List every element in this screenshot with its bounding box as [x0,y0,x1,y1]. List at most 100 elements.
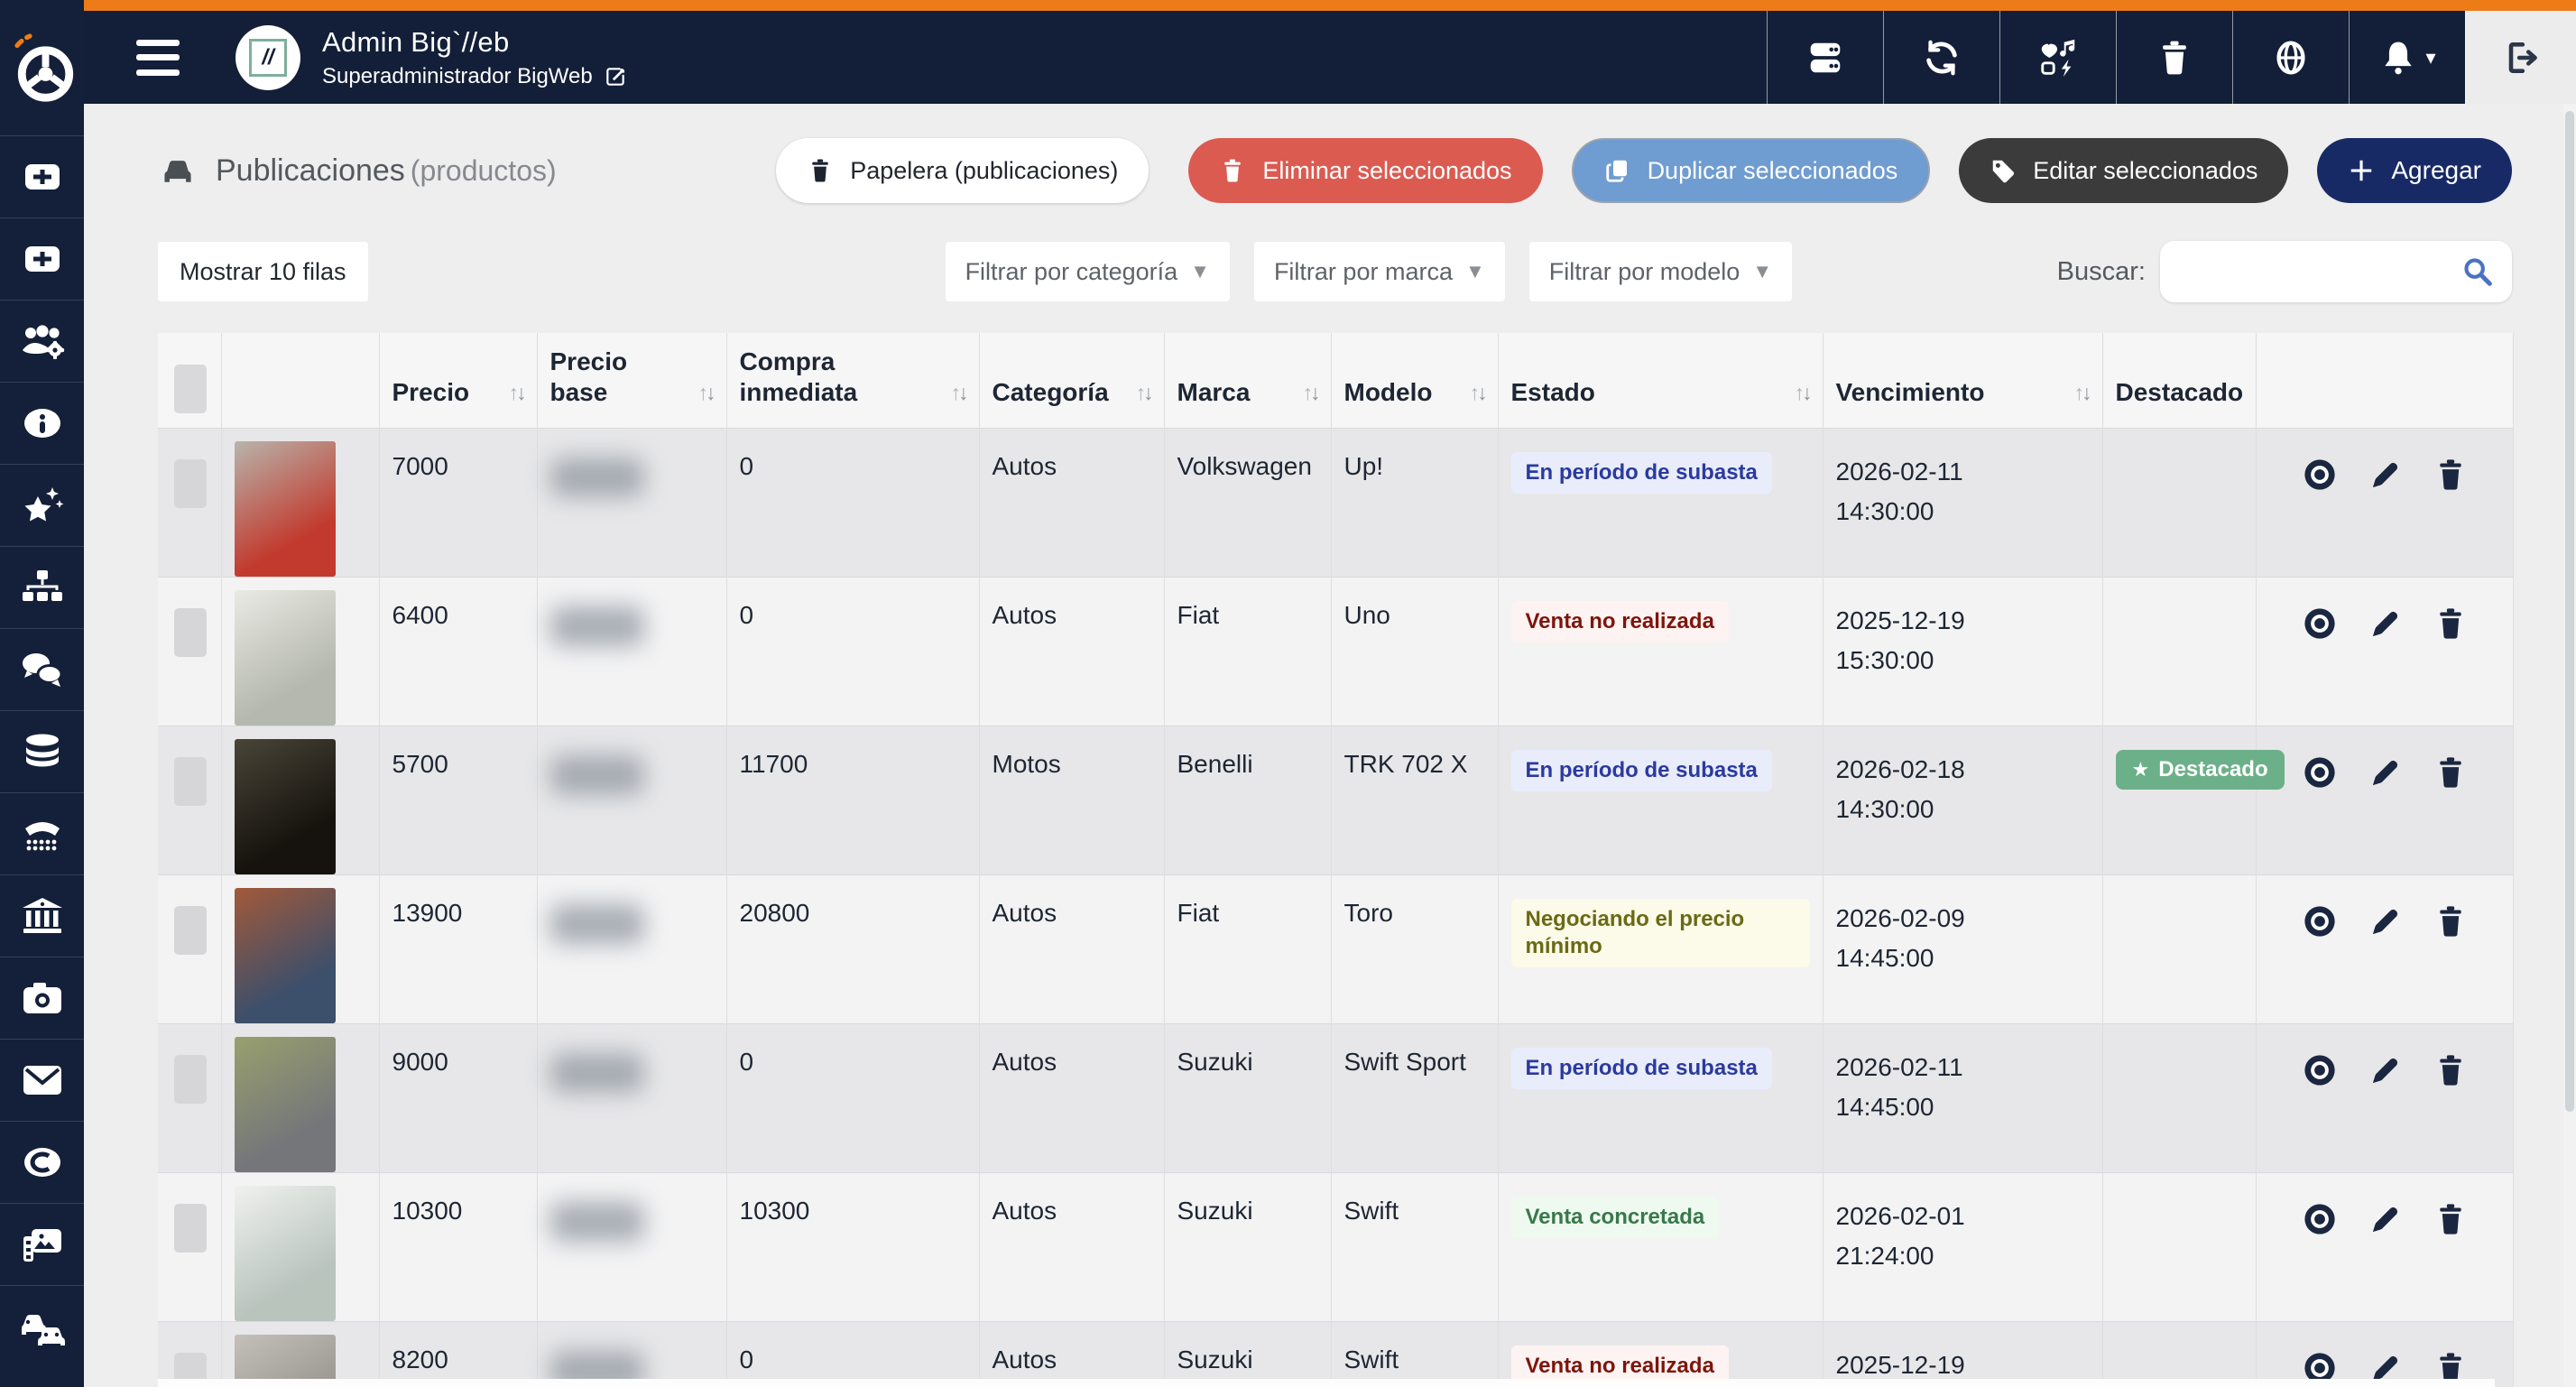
view-button[interactable] [2301,1051,2339,1089]
row-checkbox[interactable] [174,905,207,955]
sidebar-item-users[interactable] [0,300,84,382]
filter-brand-dropdown[interactable]: Filtrar por marca ▼ [1253,242,1505,301]
edit-profile-icon[interactable] [604,65,627,88]
papelera-button[interactable]: Papelera (publicaciones) [776,138,1150,203]
delete-button[interactable] [2433,1051,2469,1089]
delete-button[interactable] [2433,754,2469,791]
publications-table: Precio ↑↓ Precio base ↑↓ Compra inmediata ↑… [158,333,2514,1387]
view-button[interactable] [2301,456,2339,494]
sidebar-logo[interactable] [0,0,84,135]
sort-icon[interactable]: ↑↓ [2073,380,2092,404]
trash-nav-button[interactable] [2116,11,2232,104]
sidebar-item-bank[interactable] [0,874,84,957]
delete-button[interactable] [2433,1349,2469,1387]
edit-button[interactable] [2367,1200,2405,1238]
row-checkbox[interactable] [174,756,207,806]
eliminar-seleccionados-button[interactable]: Eliminar seleccionados [1188,138,1543,203]
delete-button[interactable] [2433,456,2469,494]
view-button[interactable] [2301,1349,2339,1387]
editar-seleccionados-button[interactable]: Editar seleccionados [1959,138,2289,203]
row-thumbnail[interactable] [234,887,336,1023]
col-marca[interactable]: Marca ↑↓ [1164,333,1332,428]
delete-button[interactable] [2433,605,2469,643]
row-checkbox[interactable] [174,458,207,508]
view-button[interactable] [2301,754,2339,791]
edit-button[interactable] [2367,754,2405,791]
col-categoria[interactable]: Categoría ↑↓ [979,333,1165,428]
sidebar-item-vehicles[interactable] [0,1285,84,1367]
row-checkbox[interactable] [174,607,207,657]
account-block: Admin Big`//eb Superadministrador BigWeb [322,26,627,89]
sort-icon[interactable]: ↑↓ [1469,380,1488,404]
view-button[interactable] [2301,605,2339,643]
row-checkbox[interactable] [174,1054,207,1104]
delete-button[interactable] [2433,1200,2469,1238]
col-vencimiento[interactable]: Vencimiento ↑↓ [1823,333,2103,428]
col-precio-base[interactable]: Precio base ↑↓ [537,333,727,428]
sidebar-item-camera[interactable] [0,957,84,1039]
col-compra-inmediata[interactable]: Compra inmediata ↑↓ [726,333,980,428]
sidebar-item-phone[interactable] [0,792,84,874]
sidebar-item-messages[interactable] [0,628,84,710]
sort-icon[interactable]: ↑↓ [950,380,969,404]
cell-vencimiento-date: 2026-02-01 [1835,1201,1965,1230]
edit-button[interactable] [2367,1051,2405,1089]
filter-model-dropdown[interactable]: Filtrar por modelo ▼ [1528,242,1793,301]
server-button[interactable] [1767,11,1883,104]
avatar[interactable]: // [235,24,300,90]
globe-button[interactable] [2232,11,2349,104]
trash-icon [2163,41,2186,74]
show-rows-select[interactable]: Mostrar 10 filas [158,242,368,301]
col-estado[interactable]: Estado ↑↓ [1498,333,1824,428]
edit-button[interactable] [2367,1349,2405,1387]
sync-button[interactable] [1883,11,1999,104]
view-button[interactable] [2301,1200,2339,1238]
sort-icon[interactable]: ↑↓ [1302,380,1321,404]
logout-button[interactable] [2465,11,2576,104]
row-checkbox[interactable] [174,1203,207,1253]
sidebar-item-info[interactable] [0,382,84,464]
sort-icon[interactable]: ↑↓ [1135,380,1154,404]
duplicar-seleccionados-button[interactable]: Duplicar seleccionados [1571,138,1931,203]
row-thumbnail[interactable] [234,440,336,577]
cell-precio: 5700 [379,725,538,874]
filter-category-dropdown[interactable]: Filtrar por categoría ▼ [945,242,1230,301]
search-input[interactable] [2160,241,2512,302]
sidebar-item-media[interactable] [0,1203,84,1285]
sort-icon[interactable]: ↑↓ [697,380,716,404]
sidebar-item-featured[interactable] [0,464,84,546]
edit-button[interactable] [2367,605,2405,643]
table-row: 5700 11700 Motos Benelli TRK 702 X En pe… [158,725,2514,874]
notifications-button[interactable]: ▾ [2349,11,2465,104]
row-thumbnail[interactable] [234,738,336,874]
sort-icon[interactable]: ↑↓ [1794,380,1813,404]
sort-icon[interactable]: ↑↓ [508,380,527,404]
row-thumbnail[interactable] [234,1334,336,1387]
select-all-checkbox[interactable] [174,364,207,413]
eye-icon [2304,1352,2335,1383]
hamburger-menu-icon[interactable] [136,39,180,76]
sidebar-item-mail[interactable] [0,1039,84,1121]
row-thumbnail[interactable] [234,1185,336,1321]
edit-button[interactable] [2367,902,2405,940]
sidebar-item-add[interactable] [0,135,84,217]
row-thumbnail[interactable] [234,589,336,726]
sidebar-item-add-2[interactable] [0,217,84,300]
scrollbar-thumb[interactable] [2565,111,2574,1113]
search-icon[interactable] [2460,254,2496,290]
view-button[interactable] [2301,902,2339,940]
row-thumbnail[interactable] [234,1036,336,1172]
sidebar-item-copyright[interactable] [0,1121,84,1203]
delete-button[interactable] [2433,902,2469,940]
sidebar-item-finance[interactable] [0,710,84,792]
edit-button[interactable] [2367,456,2405,494]
cell-categoria: Autos [979,874,1165,1023]
features-button[interactable] [1999,11,2116,104]
sidebar-item-hierarchy[interactable] [0,546,84,628]
col-precio[interactable]: Precio ↑↓ [379,333,538,428]
col-modelo[interactable]: Modelo ↑↓ [1331,333,1499,428]
cell-compra-inmediata: 20800 [726,874,980,1023]
cell-precio-base-redacted [549,1201,644,1242]
agregar-button[interactable]: Agregar [2317,138,2512,203]
vertical-scrollbar[interactable] [2563,104,2576,1387]
